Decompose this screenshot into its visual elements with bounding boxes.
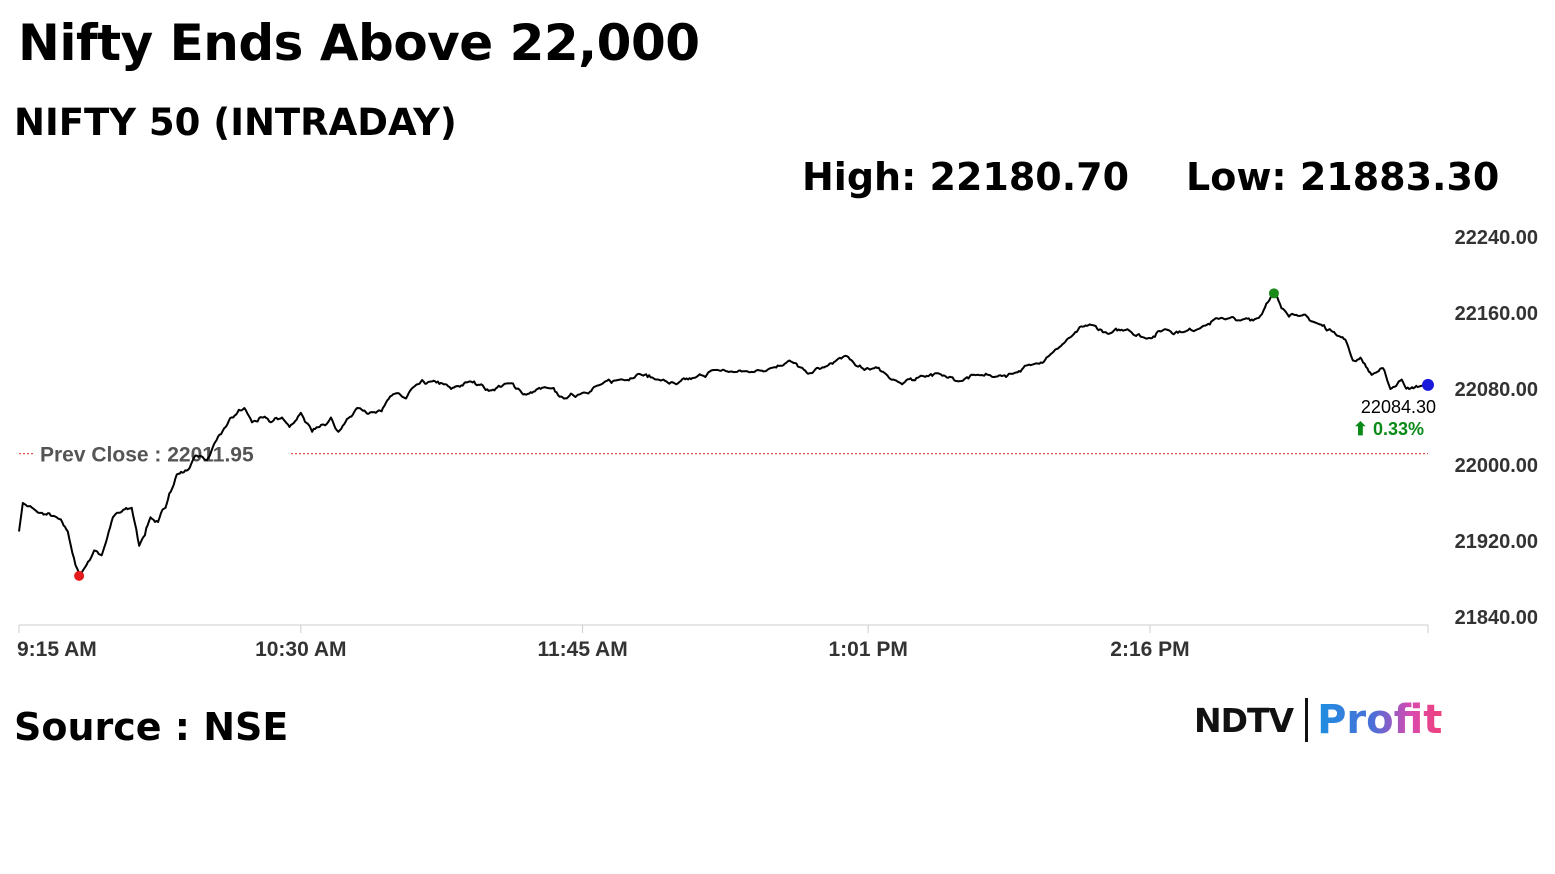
- y-tick-label: 22160.00: [1455, 303, 1538, 325]
- x-tick-label: 10:30 AM: [255, 638, 346, 661]
- logo-ndtv-text: NDTV: [1194, 700, 1294, 740]
- day-high-marker: [1268, 288, 1279, 299]
- last-price-label: 22084.30: [1361, 397, 1436, 417]
- ndtv-profit-logo: NDTV Profit: [1194, 696, 1442, 744]
- y-axis-ticks: 22240.00 22160.00 22080.00 22000.00 21920.00…: [1455, 227, 1538, 629]
- y-tick-label: 21920.00: [1455, 531, 1538, 553]
- price-series-line: [18, 292, 1429, 577]
- headline: Nifty Ends Above 22,000: [18, 14, 700, 72]
- y-tick-label: 22240.00: [1455, 227, 1538, 249]
- x-tick-label: 9:15 AM: [17, 638, 97, 661]
- y-tick-label: 22080.00: [1455, 379, 1538, 401]
- x-tick-label: 11:45 AM: [537, 638, 627, 661]
- day-low-marker: [74, 570, 85, 581]
- x-tick-label: 2:16 PM: [1110, 638, 1189, 661]
- low-stat: Low: 21883.30: [1186, 155, 1500, 199]
- logo-divider: [1305, 698, 1309, 742]
- y-tick-label: 21840.00: [1455, 607, 1538, 629]
- logo-profit-text: Profit: [1317, 697, 1443, 743]
- chart-markers: [74, 288, 1434, 581]
- chart-subtitle: NIFTY 50 (INTRADAY): [14, 101, 457, 144]
- change-percent-label: ⬆ 0.33%: [1353, 419, 1424, 439]
- last-price-marker: [1422, 378, 1434, 391]
- source-note: Source : NSE: [14, 705, 289, 749]
- x-tick-label: 1:01 PM: [828, 638, 907, 661]
- prev-close-label: Prev Close : 22011.95: [40, 444, 254, 467]
- prev-close-label-bg: [34, 440, 290, 467]
- y-tick-label: 22000.00: [1455, 455, 1538, 477]
- x-axis-ticks: 9:15 AM 10:30 AM 11:45 AM 1:01 PM 2:16 PM: [17, 625, 1429, 661]
- high-stat: High: 22180.70: [802, 155, 1130, 199]
